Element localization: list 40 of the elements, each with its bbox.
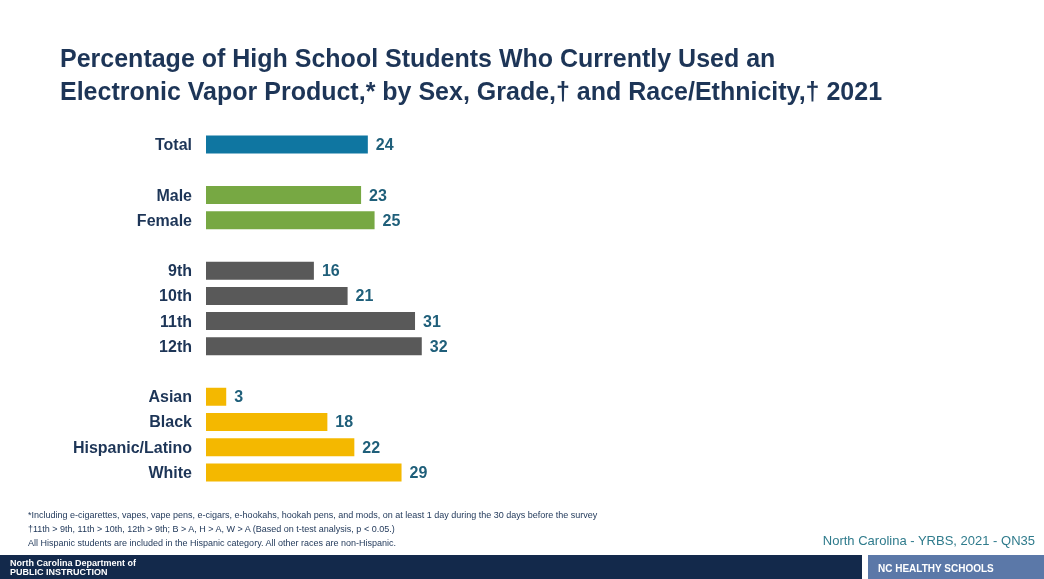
data-label: 29 [409,463,428,481]
y-tick-label: Black [149,413,193,431]
data-label: 25 [382,211,401,229]
y-tick-label: Hispanic/Latino [72,438,193,456]
text: *Including e-cigarettes, vapes, vape pens, e-cigars, e-hookahs, hookah pens, and mods, on at least 1 day during the 30 days before the survey [28,510,598,520]
data-label: 18 [335,413,354,431]
bar [206,463,402,482]
data-label: 3 [234,388,244,406]
data-label: 22 [362,438,381,456]
text: NC HEALTHY SCHOOLS [878,563,994,574]
data-label: 24 [375,136,394,154]
bar [206,312,416,331]
data-label: 31 [423,312,441,330]
data-label: 16 [321,262,340,280]
bar [206,387,227,406]
text: North Carolina - YRBS, 2021 - QN35 [822,533,1035,548]
bar [206,286,348,305]
text: †11th > 9th, 11th > 10th, 12th > 9th; B > A, H > A, W > A (Based on t-test analysis, p < 0.05.) [28,524,395,534]
data-label: 23 [369,186,387,204]
bar [206,135,368,154]
y-tick-label: Asian [148,388,192,406]
data-label: 32 [429,337,448,355]
bar [206,412,328,431]
chart-title: Percentage of High School Students Who Currently Used an Electronic Vapor Product,* by Sex, Grade,† and Race/Ethnicity,† 2021 [60,43,883,105]
y-tick-label: 10th [159,287,192,305]
bar [206,186,362,205]
y-tick-label: 9th [168,262,192,280]
data-label: 21 [355,287,374,305]
y-tick-label: 12th [159,337,192,355]
y-tick-label: Female [136,211,193,229]
text: All Hispanic students are included in the Hispanic category. All other races are non-Hispanic. [28,538,397,548]
text: North Carolina Department of PUBLIC INSTRUCTION [10,558,137,577]
y-tick-label: 11th [159,312,192,330]
bar [206,438,355,457]
bar [206,337,422,356]
bar [206,211,375,230]
bar [206,261,314,280]
y-tick-label: Male [156,186,193,204]
y-tick-label: White [148,463,193,481]
y-tick-label: Total [154,136,192,154]
